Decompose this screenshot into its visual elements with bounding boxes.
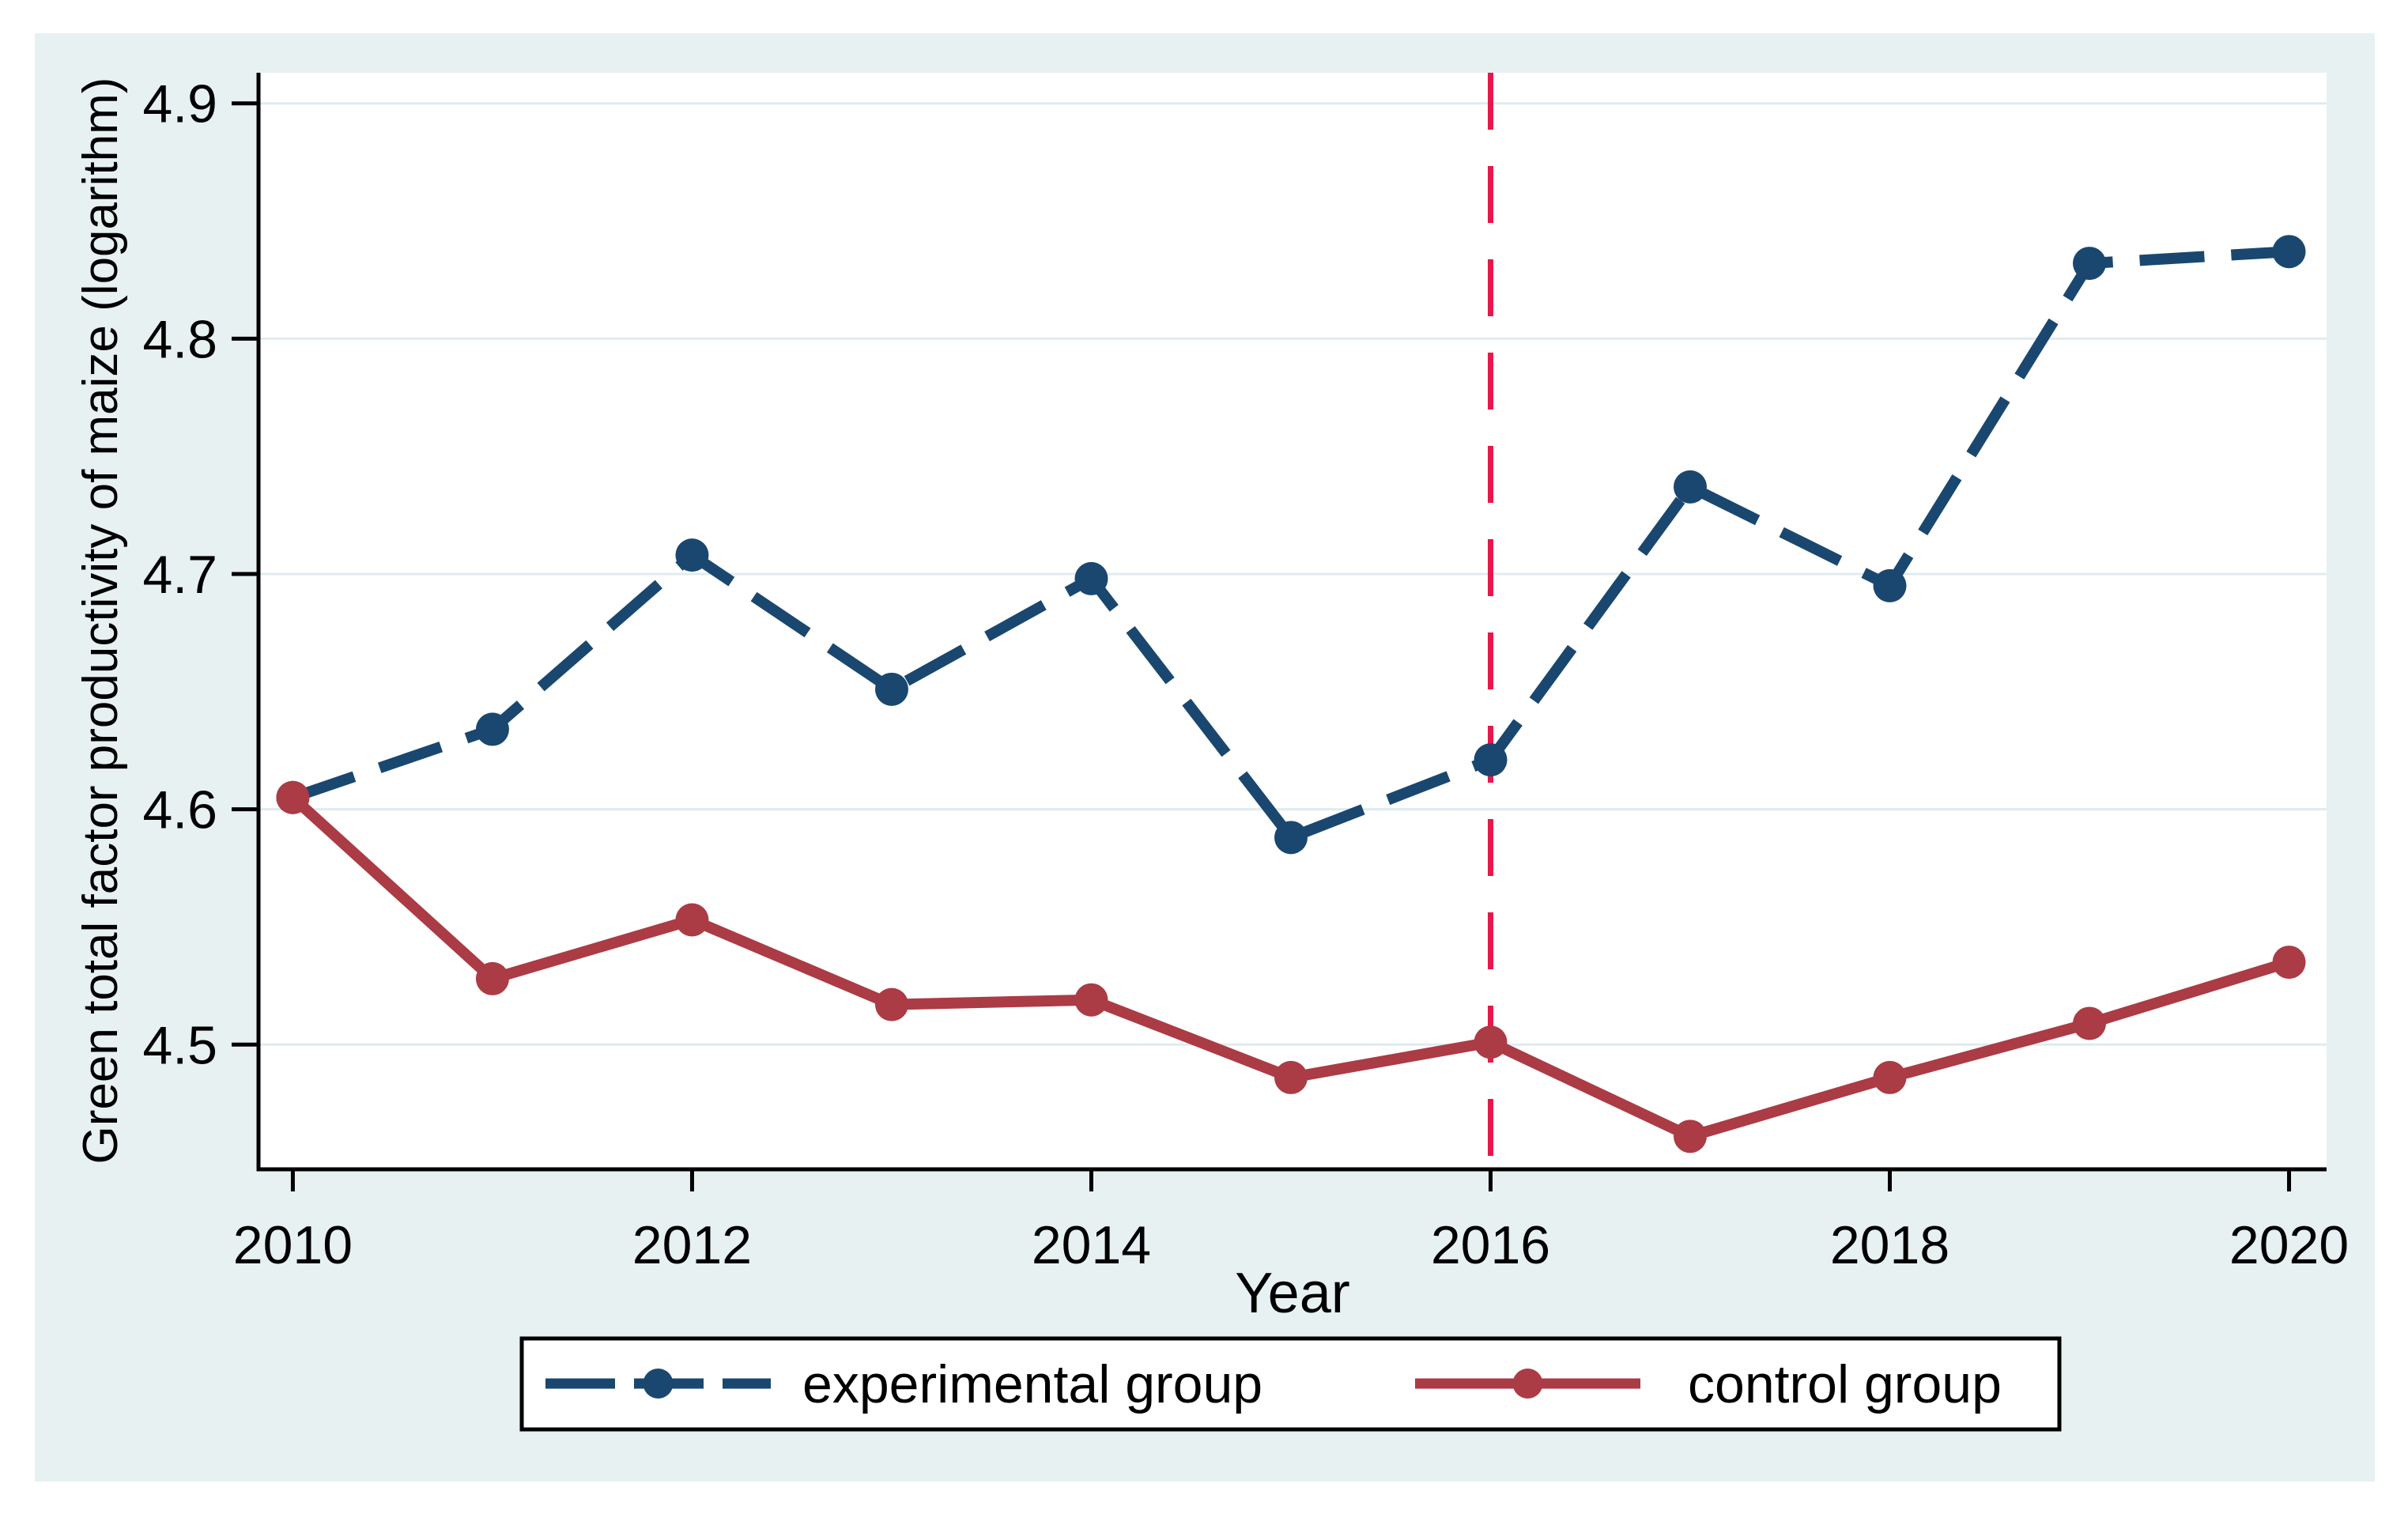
y-tick-label-4.5: 4.5 bbox=[142, 1015, 217, 1075]
data-point-1-2011 bbox=[475, 961, 509, 995]
data-point-1-2019 bbox=[2073, 1006, 2107, 1040]
data-point-1-2014 bbox=[1074, 983, 1108, 1017]
data-point-0-2015 bbox=[1274, 821, 1308, 855]
y-tick-label-4.7: 4.7 bbox=[142, 545, 217, 605]
y-axis-title: Green total factor productivity of maize… bbox=[74, 77, 128, 1165]
data-point-0-2019 bbox=[2073, 247, 2107, 281]
legend: experimental group control group bbox=[519, 1336, 2062, 1432]
y-tick-label-4.8: 4.8 bbox=[142, 309, 217, 369]
data-point-1-2020 bbox=[2272, 946, 2306, 980]
data-point-1-2016 bbox=[1474, 1025, 1508, 1059]
legend-sample-marker-0 bbox=[643, 1369, 674, 1399]
x-tick-label-2014: 2014 bbox=[1032, 1215, 1151, 1275]
legend-sample-marker-1 bbox=[1512, 1369, 1543, 1399]
data-series bbox=[276, 235, 2306, 1153]
gridlines bbox=[259, 102, 2327, 1046]
data-point-0-2011 bbox=[475, 712, 509, 746]
legend-label-control: control group bbox=[1688, 1354, 2002, 1414]
legend-label-experimental: experimental group bbox=[802, 1354, 1263, 1414]
axes bbox=[232, 73, 2327, 1191]
data-point-0-2012 bbox=[675, 538, 709, 572]
x-tick-label-2012: 2012 bbox=[632, 1215, 752, 1275]
data-point-1-2012 bbox=[675, 903, 709, 937]
data-point-0-2017 bbox=[1673, 470, 1707, 504]
x-tick-label-2016: 2016 bbox=[1431, 1215, 1550, 1275]
data-point-1-2013 bbox=[874, 987, 908, 1021]
legend-samples bbox=[545, 1369, 1640, 1399]
x-axis-title: Year bbox=[1235, 1262, 1349, 1325]
data-point-0-2016 bbox=[1474, 743, 1508, 777]
y-tick-label-4.9: 4.9 bbox=[142, 74, 217, 134]
tick-labels: 4.5 4.6 4.7 4.8 4.9 2010 2012 2014 2016 2018 2020 bbox=[142, 74, 2349, 1275]
x-tick-label-2018: 2018 bbox=[1830, 1215, 1949, 1275]
data-point-1-2010 bbox=[276, 780, 310, 814]
plot-area bbox=[259, 73, 2327, 1169]
data-point-1-2015 bbox=[1274, 1060, 1308, 1094]
data-point-0-2014 bbox=[1074, 561, 1108, 595]
data-point-1-2017 bbox=[1673, 1119, 1707, 1153]
data-point-0-2018 bbox=[1873, 568, 1907, 602]
data-point-1-2018 bbox=[1873, 1060, 1907, 1094]
legend-box bbox=[519, 1336, 2062, 1432]
series-line-0 bbox=[291, 246, 2289, 844]
data-point-0-2020 bbox=[2272, 235, 2306, 269]
x-tick-label-2010: 2010 bbox=[233, 1215, 353, 1275]
y-tick-label-4.6: 4.6 bbox=[142, 780, 217, 840]
data-point-0-2013 bbox=[874, 672, 908, 706]
x-tick-label-2020: 2020 bbox=[2229, 1215, 2349, 1275]
